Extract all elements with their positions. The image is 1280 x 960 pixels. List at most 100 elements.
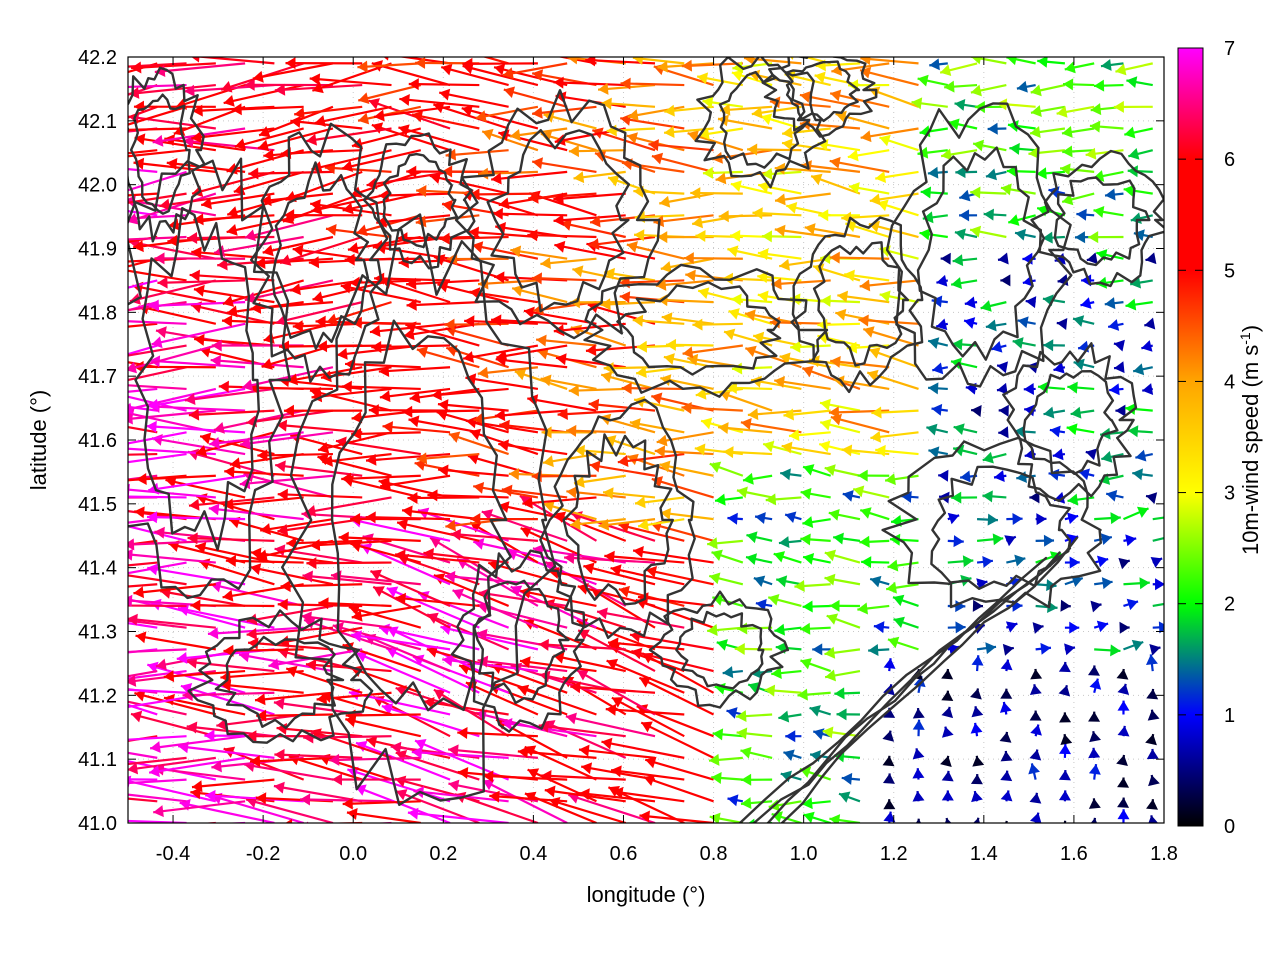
wind-vector	[761, 167, 802, 180]
wind-vector	[947, 555, 974, 568]
wind-vector	[941, 706, 954, 719]
wind-vector	[953, 423, 978, 436]
wind-vector	[868, 644, 890, 657]
wind-vector	[128, 539, 158, 546]
wind-vector	[1149, 644, 1161, 656]
wind-vector	[883, 811, 896, 823]
wind-vector	[714, 493, 743, 506]
wind-vector	[355, 740, 451, 781]
wind-vector	[637, 518, 685, 531]
wind-vector	[498, 501, 568, 521]
x-tick-label: 0.0	[339, 843, 367, 865]
wind-vector	[998, 426, 1009, 439]
x-tick-label: 1.2	[880, 843, 908, 865]
wind-vector	[1090, 817, 1098, 823]
wind-vector	[223, 84, 304, 107]
wind-vector	[277, 488, 363, 501]
wind-vector	[635, 366, 685, 379]
wind-vector	[209, 431, 304, 449]
wind-vector	[408, 78, 480, 91]
terrain-contour	[616, 281, 782, 376]
wind-vector	[1117, 809, 1130, 823]
wind-vector	[812, 728, 831, 740]
wind-vector	[316, 691, 392, 705]
wind-vector	[569, 518, 626, 530]
wind-vector	[976, 578, 988, 590]
wind-vector	[847, 149, 890, 162]
wind-vector	[702, 166, 743, 179]
wind-vector	[999, 731, 1012, 743]
wind-vector	[1117, 797, 1130, 808]
wind-vector	[184, 387, 275, 406]
wind-vector	[341, 380, 421, 393]
wind-vector	[783, 749, 802, 761]
terrain-contour	[1002, 342, 1138, 503]
wind-vector	[709, 812, 744, 823]
wind-vector	[489, 790, 568, 803]
wind-vector	[501, 484, 568, 499]
wind-vector	[826, 613, 861, 629]
wind-vector	[620, 77, 685, 90]
wind-vector	[970, 57, 1007, 65]
wind-vector	[128, 778, 158, 781]
wind-vector	[803, 811, 832, 823]
y-tick-label: 41.6	[78, 430, 117, 452]
wind-vector	[1000, 688, 1013, 699]
wind-vector	[972, 139, 1007, 152]
wind-vector	[940, 755, 952, 767]
wind-vector	[991, 341, 1007, 353]
wind-vector	[947, 535, 964, 548]
wind-vector	[740, 797, 773, 810]
colorbar-tick-label: 0	[1224, 816, 1235, 838]
wind-vector	[761, 230, 802, 243]
wind-vector	[758, 181, 802, 195]
wind-vector	[941, 668, 954, 680]
wind-vector	[368, 98, 451, 130]
terrain-contours	[128, 57, 1164, 823]
wind-vector	[882, 755, 895, 767]
wind-vector	[177, 604, 275, 629]
wind-vector	[736, 486, 773, 499]
y-tick-label: 41.7	[78, 366, 117, 388]
wind-vector	[408, 415, 480, 434]
wind-vector	[883, 658, 896, 672]
wind-vector	[1005, 621, 1018, 633]
wind-vector	[1006, 554, 1026, 567]
colorbar	[1177, 47, 1204, 827]
wind-vector	[800, 487, 831, 500]
wind-vector	[130, 61, 216, 74]
wind-vector	[838, 791, 861, 803]
wind-vector	[494, 409, 568, 422]
wind-vector	[538, 720, 626, 738]
wind-vector	[1030, 724, 1042, 737]
wind-vector	[971, 405, 982, 418]
wind-vector	[736, 710, 773, 723]
wind-vector	[373, 105, 451, 122]
wind-vector	[128, 605, 129, 608]
wind-vector	[1000, 790, 1013, 802]
wind-vector	[481, 57, 509, 65]
y-tick-label: 41.0	[78, 813, 117, 835]
wind-vector	[1035, 642, 1052, 655]
wind-vector	[557, 408, 626, 421]
wind-vector	[1117, 700, 1130, 715]
wind-vector	[128, 452, 158, 456]
wind-vector	[1105, 489, 1124, 502]
wind-vector	[985, 319, 1007, 332]
wind-vector	[717, 422, 773, 435]
wind-vector	[1127, 425, 1153, 438]
wind-vector	[305, 659, 392, 673]
wind-vector	[531, 157, 597, 173]
wind-vector	[438, 88, 509, 108]
wind-vector	[1100, 58, 1124, 71]
wind-vector	[976, 533, 1004, 546]
wind-vector	[128, 84, 158, 96]
wind-vector	[128, 235, 129, 238]
wind-vector	[1088, 798, 1101, 809]
wind-vector	[191, 127, 275, 144]
wind-vector	[246, 604, 334, 626]
wind-vector	[262, 235, 334, 257]
wind-vector	[255, 257, 334, 270]
wind-vector	[718, 210, 773, 223]
wind-vector	[604, 435, 656, 456]
